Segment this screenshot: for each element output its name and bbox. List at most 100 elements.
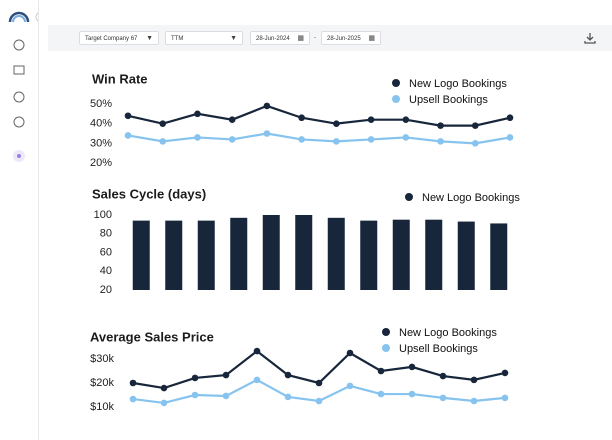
bar bbox=[295, 215, 313, 290]
chart-title: Average Sales Price bbox=[90, 329, 214, 344]
data-point bbox=[298, 114, 305, 122]
data-point bbox=[333, 138, 340, 145]
data-point bbox=[471, 140, 479, 147]
bar bbox=[197, 220, 215, 290]
data-point bbox=[284, 371, 292, 379]
bar bbox=[457, 221, 475, 290]
company-select[interactable]: Target Company 67 ▼ bbox=[79, 31, 159, 45]
data-point bbox=[315, 379, 323, 387]
data-point bbox=[124, 132, 132, 139]
data-point bbox=[129, 395, 137, 403]
y-tick-label: 50% bbox=[90, 98, 112, 110]
nav-icon-dot bbox=[17, 154, 21, 158]
nav-icon[interactable] bbox=[13, 116, 25, 128]
y-tick-label: $30k bbox=[90, 353, 114, 365]
data-point bbox=[506, 134, 514, 141]
download-icon bbox=[584, 33, 596, 44]
data-point bbox=[315, 397, 323, 405]
y-tick-label: 100 bbox=[94, 209, 112, 221]
period-select[interactable]: TTM ▼ bbox=[165, 31, 243, 45]
legend-label: New Logo Bookings bbox=[409, 78, 507, 90]
company-value: Target Company 67 bbox=[85, 36, 138, 42]
data-point bbox=[228, 136, 236, 143]
data-point bbox=[470, 397, 478, 405]
legend-label: New Logo Bookings bbox=[399, 327, 497, 339]
start-date[interactable]: 28-Jun-2024 ▦ bbox=[250, 31, 310, 45]
data-point bbox=[333, 120, 340, 127]
data-point bbox=[129, 379, 137, 387]
download-button[interactable] bbox=[584, 32, 596, 44]
y-tick-label: 80 bbox=[100, 228, 112, 240]
data-point bbox=[501, 394, 509, 402]
data-point bbox=[506, 114, 514, 122]
data-point bbox=[408, 363, 416, 371]
y-tick-label: 40% bbox=[90, 118, 112, 130]
data-point bbox=[160, 399, 168, 407]
legend-label: Upsell Bookings bbox=[409, 94, 488, 106]
data-point bbox=[194, 110, 201, 118]
data-point bbox=[159, 138, 167, 145]
filter-bar: Target Company 67 ▼ TTM ▼ 28-Jun-2024 ▦ - 2… bbox=[48, 25, 612, 51]
series-line bbox=[127, 132, 511, 145]
y-tick-label: 20 bbox=[100, 284, 112, 296]
data-point bbox=[367, 136, 375, 143]
nav-icon[interactable] bbox=[13, 39, 25, 51]
data-point bbox=[471, 122, 479, 129]
data-point bbox=[222, 371, 230, 379]
data-point bbox=[377, 367, 385, 375]
data-point bbox=[437, 138, 444, 145]
data-point bbox=[408, 390, 416, 398]
y-tick-label: 60 bbox=[100, 246, 112, 258]
y-tick-label: 30% bbox=[90, 137, 112, 149]
data-point bbox=[253, 376, 261, 384]
bar bbox=[262, 215, 280, 290]
nav-icon[interactable] bbox=[13, 91, 25, 103]
legend-label: New Logo Bookings bbox=[422, 192, 520, 204]
data-point bbox=[124, 112, 132, 120]
chart-title: Sales Cycle (days) bbox=[92, 186, 206, 201]
data-point bbox=[346, 382, 354, 390]
data-point bbox=[222, 392, 230, 400]
nav-icon[interactable] bbox=[13, 65, 25, 75]
date-separator: - bbox=[314, 35, 316, 41]
data-point bbox=[263, 130, 271, 137]
data-point bbox=[263, 102, 271, 110]
bar bbox=[165, 220, 183, 290]
bar bbox=[360, 220, 378, 290]
data-point bbox=[228, 116, 236, 124]
logo-inner bbox=[12, 15, 26, 23]
y-tick-label: 40 bbox=[100, 265, 112, 277]
bar bbox=[490, 223, 508, 290]
data-point bbox=[439, 394, 447, 402]
series-line bbox=[127, 104, 511, 127]
data-point bbox=[501, 369, 509, 377]
data-point bbox=[298, 136, 305, 143]
data-point bbox=[194, 134, 201, 141]
y-tick-label: $10k bbox=[90, 401, 114, 413]
calendar-icon: ▦ bbox=[297, 35, 304, 42]
dropdown-arrow: ▼ bbox=[230, 35, 237, 42]
legend-marker bbox=[392, 79, 400, 87]
bar bbox=[327, 217, 345, 290]
end-value: 28-Jun-2025 bbox=[327, 36, 361, 42]
data-point bbox=[402, 134, 410, 141]
legend-marker bbox=[392, 95, 400, 103]
start-value: 28-Jun-2024 bbox=[256, 36, 290, 42]
data-point bbox=[377, 390, 385, 398]
data-point bbox=[191, 391, 199, 399]
bar bbox=[230, 217, 248, 290]
y-tick-label: $20k bbox=[90, 377, 114, 389]
bar bbox=[392, 219, 410, 290]
bar bbox=[132, 220, 150, 290]
data-point bbox=[437, 122, 444, 129]
data-point bbox=[470, 376, 478, 384]
data-point bbox=[439, 372, 447, 380]
data-point bbox=[346, 349, 354, 357]
legend-label: Upsell Bookings bbox=[399, 343, 478, 355]
data-point bbox=[160, 384, 168, 392]
legend-marker bbox=[405, 193, 413, 201]
data-point bbox=[253, 347, 261, 355]
end-date[interactable]: 28-Jun-2025 ▦ bbox=[321, 31, 381, 45]
